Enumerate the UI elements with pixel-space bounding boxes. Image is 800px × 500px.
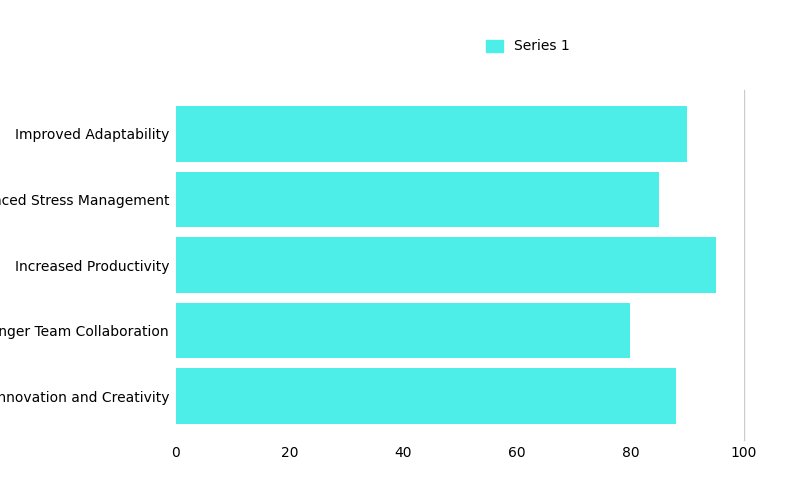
Bar <box>176 172 659 228</box>
Bar <box>176 237 716 293</box>
Legend: Series 1: Series 1 <box>481 34 575 59</box>
Bar <box>176 368 676 424</box>
Bar <box>176 302 630 358</box>
Bar <box>176 106 687 162</box>
